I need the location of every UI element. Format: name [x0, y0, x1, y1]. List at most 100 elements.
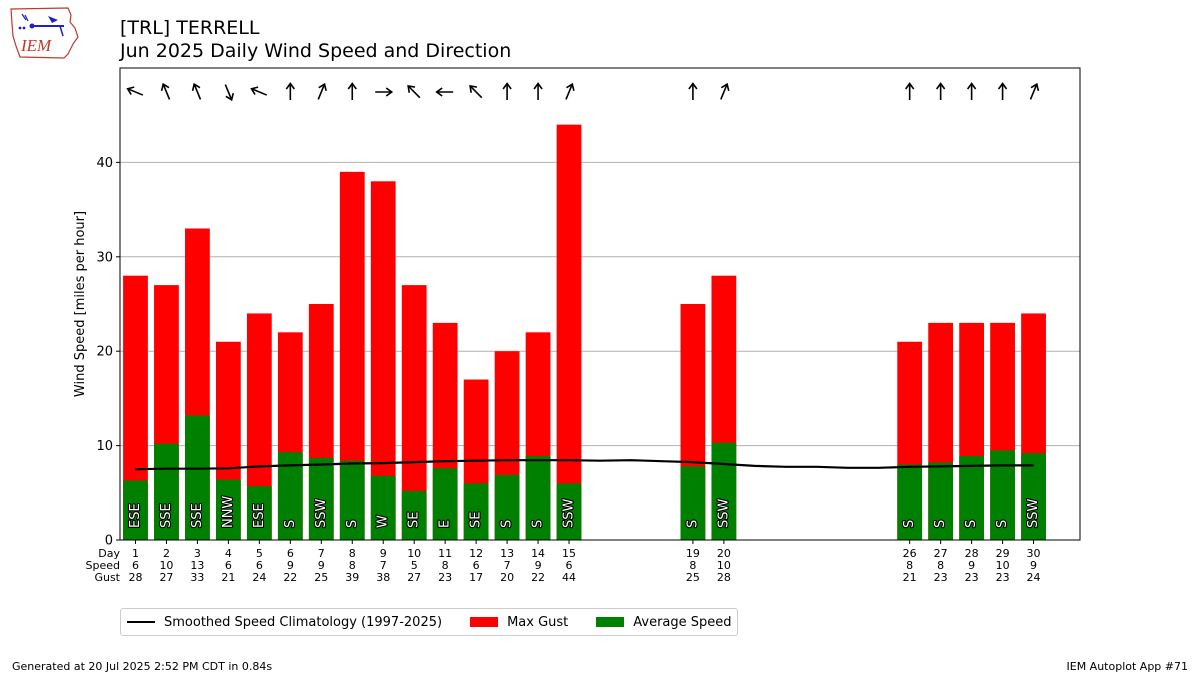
direction-label-day-8: S	[345, 520, 360, 528]
direction-label-day-1: ESE	[128, 503, 143, 528]
x-day-5: 5	[256, 547, 263, 560]
x-speed-day-29: 10	[996, 559, 1010, 572]
avg-bar-day-6	[277, 452, 303, 540]
y-tick-label-10: 10	[96, 439, 113, 454]
x-speed-day-11: 8	[442, 559, 449, 572]
x-gust-day-29: 23	[996, 571, 1010, 584]
direction-arrow-day-10	[407, 85, 421, 99]
arrow-shaft	[1029, 84, 1038, 100]
x-speed-day-15: 6	[566, 559, 573, 572]
row-label-speed: Speed	[86, 559, 120, 572]
direction-arrow-day-28	[966, 82, 977, 100]
direction-arrow-day-5	[250, 86, 268, 96]
x-day-9: 9	[380, 547, 387, 560]
y-axis-label: Wind Speed [miles per hour]	[73, 211, 88, 397]
x-day-14: 14	[531, 547, 545, 560]
arrow-head	[1030, 82, 1040, 91]
avg-bar-day-7	[308, 457, 334, 540]
x-day-15: 15	[562, 547, 576, 560]
x-gust-day-6: 22	[283, 571, 297, 584]
direction-arrow-day-14	[533, 82, 543, 100]
direction-labels: ESE SSE SSE NNW ESE S SSW S W SE E SE S S SSW S SSW S S S S S…	[127, 494, 1042, 529]
arrow-shaft	[193, 84, 202, 100]
x-day-28: 28	[965, 547, 979, 560]
x-day-11: 11	[438, 547, 452, 560]
x-gust-day-3: 33	[190, 571, 204, 584]
chart-subtitle: Jun 2025 Daily Wind Speed and Direction	[120, 40, 512, 62]
x-speed-day-14: 9	[535, 559, 542, 572]
direction-arrow-day-13	[502, 82, 512, 100]
x-day-19: 19	[686, 547, 700, 560]
direction-label-day-26: S	[902, 520, 917, 528]
x-speed-day-3: 13	[190, 559, 204, 572]
direction-label-day-5: ESE	[252, 503, 267, 528]
direction-label-day-13: S	[500, 520, 515, 528]
x-gust-day-11: 23	[438, 571, 452, 584]
arrow-shaft	[469, 85, 483, 99]
avg-bar-day-5	[246, 486, 272, 540]
bars	[123, 124, 1046, 541]
avg-bar-day-2	[154, 443, 179, 540]
x-speed-day-6: 9	[287, 559, 294, 572]
avg-bar-day-15	[556, 483, 582, 540]
legend-item-avg: Average Speed	[596, 615, 732, 630]
direction-label-day-10: SE	[407, 512, 422, 528]
avg-bar-day-28	[959, 455, 984, 540]
x-day-7: 7	[318, 547, 325, 560]
avg-bar-day-19	[680, 466, 706, 540]
avg-bar-day-9	[370, 475, 396, 540]
direction-label-day-6: S	[283, 520, 298, 528]
direction-label-day-11: E	[438, 520, 453, 528]
arrow-head	[225, 93, 235, 102]
x-gust-day-27: 23	[934, 571, 948, 584]
arrow-head	[385, 87, 394, 97]
legend-item-gust: Max Gust	[470, 615, 568, 630]
legend: Smoothed Speed Climatology (1997-2025) M…	[120, 608, 738, 636]
direction-label-day-9: W	[376, 515, 391, 528]
avg-bar-day-13	[494, 474, 520, 540]
x-speed-day-8: 8	[349, 559, 356, 572]
arrow-head	[720, 82, 730, 91]
x-gust-day-8: 39	[345, 571, 359, 584]
avg-bar-day-26	[897, 464, 923, 540]
x-day-3: 3	[194, 547, 201, 560]
direction-arrow-day-15	[565, 82, 575, 100]
x-day-30: 30	[1027, 547, 1041, 560]
legend-label-gust: Max Gust	[507, 614, 569, 630]
y-tick-label-30: 30	[96, 250, 113, 265]
arrow-shaft	[720, 84, 728, 100]
generated-timestamp: Generated at 20 Jul 2025 2:52 PM CDT in …	[12, 660, 273, 673]
direction-arrow-day-7	[317, 82, 327, 100]
logo-text: IEM	[20, 36, 52, 55]
plot-frame	[119, 67, 1081, 541]
avg-bar-day-14	[525, 455, 551, 540]
x-gust-day-1: 28	[128, 571, 142, 584]
arrow-head	[905, 82, 915, 90]
x-speed-day-19: 8	[689, 559, 696, 572]
x-gust-day-19: 25	[686, 571, 700, 584]
arrow-head	[469, 85, 477, 93]
x-gust-day-28: 23	[965, 571, 979, 584]
arrow-head	[126, 86, 135, 95]
avg-bar-day-1	[123, 480, 148, 540]
x-gust-day-20: 28	[717, 571, 731, 584]
avg-bar-day-12	[463, 483, 489, 540]
x-speed-day-10: 5	[411, 559, 418, 572]
y-tick-label-20: 20	[96, 345, 113, 360]
arrow-head	[191, 82, 201, 91]
x-day-10: 10	[407, 547, 421, 560]
arrow-head	[285, 82, 295, 90]
avg-bar-day-30	[1021, 453, 1046, 540]
x-day-13: 13	[500, 547, 514, 560]
iem-logo: IEM	[8, 6, 82, 60]
x-day-27: 27	[934, 547, 948, 560]
y-tick-label-0: 0	[105, 534, 113, 549]
x-day-4: 4	[225, 547, 232, 560]
avg-bar-day-11	[432, 468, 458, 540]
arrow-shaft	[317, 84, 326, 100]
gust-bar-day-15	[556, 124, 582, 540]
direction-arrow-day-3	[191, 82, 202, 100]
arrow-head	[250, 86, 259, 95]
direction-label-day-15: SSW	[562, 498, 577, 528]
x-gust-day-14: 22	[531, 571, 545, 584]
